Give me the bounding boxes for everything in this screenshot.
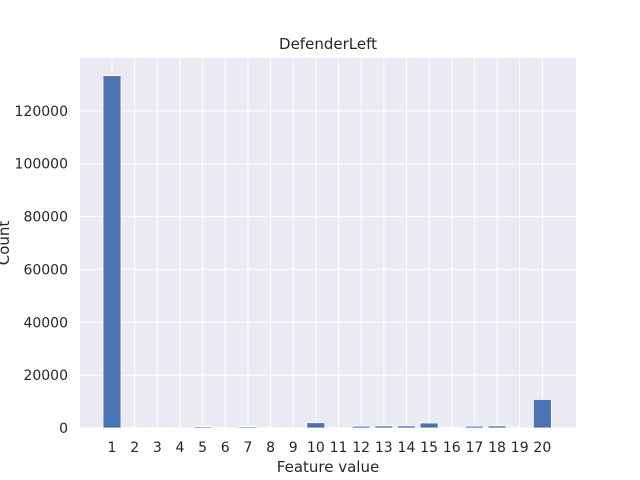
y-tick-label: 100000 <box>15 157 68 173</box>
bar-1 <box>102 75 122 429</box>
x-tick-label: 9 <box>289 440 298 456</box>
x-tick-label: 3 <box>153 440 162 456</box>
bar-12 <box>351 425 371 429</box>
x-tick-label: 2 <box>130 440 139 456</box>
y-tick-labels: 0 20000 40000 60000 80000 100000 120000 <box>15 104 68 437</box>
x-tick-label: 11 <box>330 440 348 456</box>
x-axis-label: Feature value <box>277 458 379 476</box>
y-tick-label: 40000 <box>23 315 68 331</box>
x-tick-label: 6 <box>221 440 230 456</box>
y-tick-label: 120000 <box>15 104 68 120</box>
bar-16 <box>442 426 462 429</box>
x-tick-label: 20 <box>533 440 551 456</box>
x-tick-label: 13 <box>375 440 393 456</box>
x-tick-label: 17 <box>465 440 483 456</box>
bar-20 <box>532 399 552 429</box>
bar-5 <box>193 426 213 429</box>
x-tick-label: 19 <box>511 440 529 456</box>
x-tick-label: 4 <box>175 440 184 456</box>
x-tick-label: 7 <box>243 440 252 456</box>
x-tick-label: 16 <box>443 440 461 456</box>
bar-6 <box>215 427 235 429</box>
y-tick-label: 0 <box>59 421 68 437</box>
bar-14 <box>397 425 416 429</box>
bars <box>102 75 552 429</box>
x-tick-label: 5 <box>198 440 207 456</box>
grid-lines <box>80 58 576 429</box>
bar-13 <box>374 425 394 429</box>
y-tick-label: 60000 <box>23 262 68 278</box>
bar-11 <box>329 427 348 429</box>
y-axis-label: Count <box>0 221 13 266</box>
x-tick-labels: 1 2 3 4 5 6 7 8 9 10 11 12 13 14 15 16 17 18 19 20 <box>108 440 552 456</box>
bar-18 <box>487 425 507 429</box>
x-tick-label: 14 <box>398 440 416 456</box>
chart-title: DefenderLeft <box>279 35 377 53</box>
bar-17 <box>464 425 484 429</box>
bar-10 <box>306 422 326 429</box>
bar-15 <box>419 422 439 429</box>
bar-7 <box>238 426 258 429</box>
x-tick-label: 12 <box>352 440 370 456</box>
plot-background <box>80 58 576 428</box>
y-tick-label: 80000 <box>23 210 68 226</box>
x-tick-label: 8 <box>266 440 275 456</box>
x-tick-label: 10 <box>307 440 325 456</box>
y-tick-label: 20000 <box>23 368 68 384</box>
x-tick-label: 1 <box>108 440 117 456</box>
x-tick-label: 18 <box>488 440 506 456</box>
x-tick-label: 15 <box>420 440 438 456</box>
